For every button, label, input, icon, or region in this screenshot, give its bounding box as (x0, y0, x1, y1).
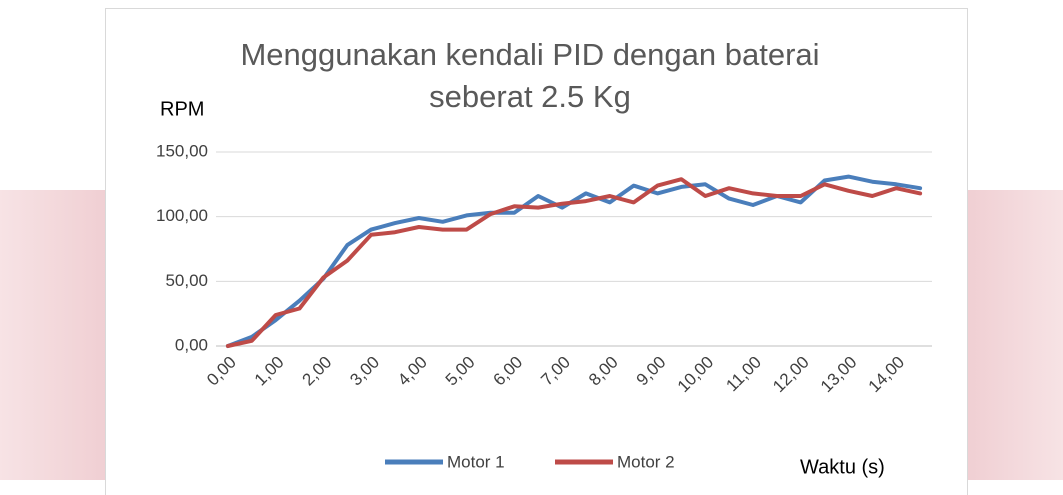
legend-label: Motor 1 (447, 452, 505, 471)
background-band (968, 190, 1063, 480)
background-band (0, 190, 105, 480)
y-tick-label: 0,00 (175, 335, 208, 354)
y-axis-label: RPM (160, 98, 204, 120)
y-tick-label: 100,00 (156, 206, 208, 225)
chart-title: Menggunakan kendali PID dengan baterai s… (240, 37, 820, 114)
legend-label: Motor 2 (617, 452, 675, 471)
x-axis-label: Waktu (s) (800, 456, 885, 478)
y-tick-label: 50,00 (165, 271, 208, 290)
series-line (225, 177, 923, 348)
y-tick-label: 150,00 (156, 141, 208, 160)
chart-area (105, 8, 968, 495)
